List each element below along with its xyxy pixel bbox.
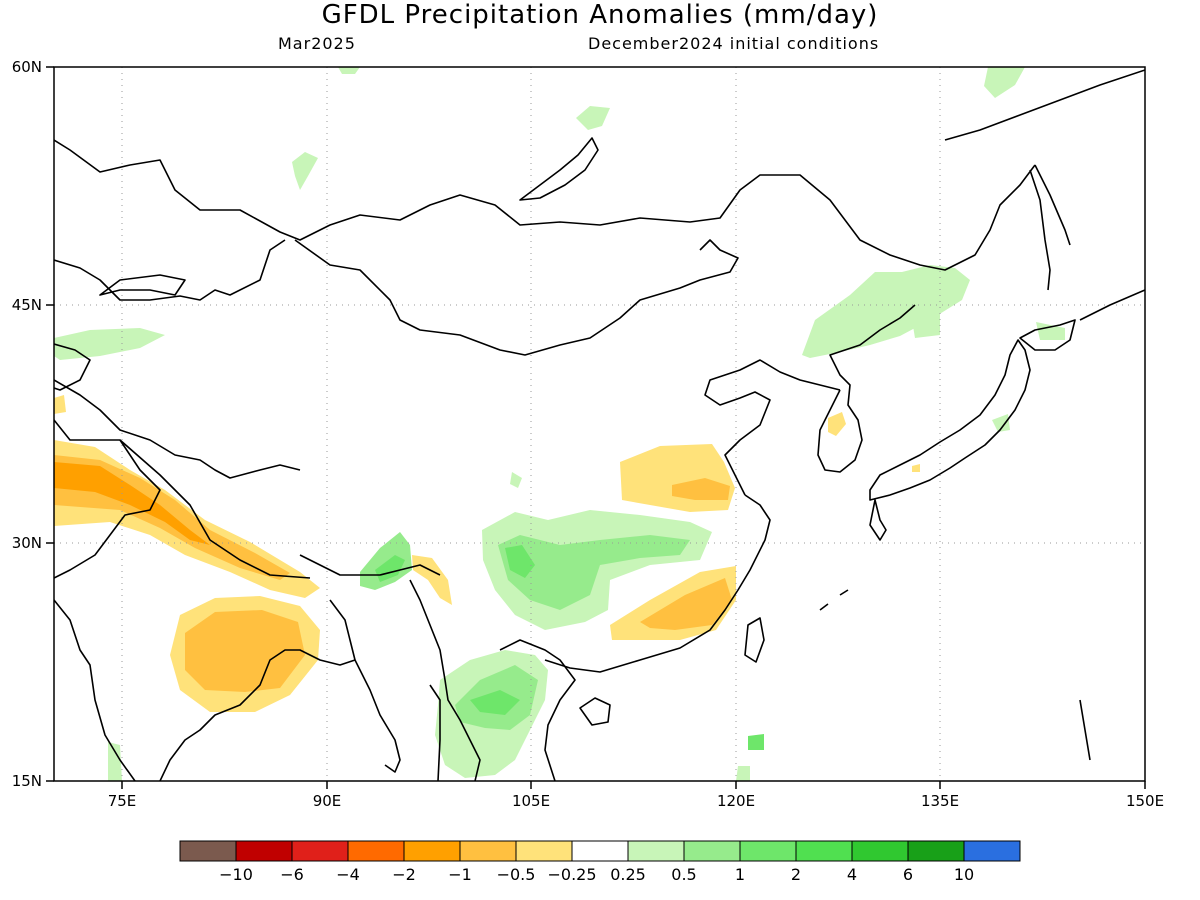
colorbar-label: −4 [336,865,360,884]
coastlines-borders [54,69,1145,781]
lon-label-105e: 105E [512,792,550,810]
colorbar-label: 10 [954,865,974,884]
axis-ticks [46,66,1146,789]
colorbar-label: 0.5 [671,865,696,884]
colorbar-swatch [851,840,909,862]
colorbar-swatch [459,840,517,862]
colorbar-label: −2 [392,865,416,884]
map-frame [53,66,1146,782]
lat-label-15n: 15N [12,772,42,790]
colorbar-label: −10 [219,865,253,884]
colorbar-swatch [795,840,853,862]
colorbar-swatch [907,840,965,862]
lon-label-90e: 90E [313,792,342,810]
colorbar-label: −6 [280,865,304,884]
colorbar-swatch [403,840,461,862]
colorbar-label: 0.25 [610,865,646,884]
colorbar-swatch [963,840,1021,862]
map-title: GFDL Precipitation Anomalies (mm/day) [321,0,879,30]
colorbar-swatch [627,840,685,862]
forecast-month: Mar2025 [278,34,356,53]
lat-label-45n: 45N [12,296,42,314]
colorbar-swatch [291,840,349,862]
lon-label-75e: 75E [108,792,137,810]
colorbar-label: −0.25 [547,865,596,884]
colorbar-label: 1 [735,865,745,884]
lat-label-30n: 30N [12,534,42,552]
lat-label-60n: 60N [12,58,42,76]
initial-conditions-label: December2024 initial conditions [588,34,880,53]
colorbar-label: 2 [791,865,801,884]
anomaly-shading [54,67,1065,781]
colorbar: −10 −6 −4 −2 −1 −0.5 −0.25 0.25 0.5 1 2 4 6 10 [179,840,1021,884]
colorbar-swatch [347,840,405,862]
colorbar-label: −1 [448,865,472,884]
colorbar-swatch [179,840,237,862]
colorbar-swatch [235,840,293,862]
colorbar-swatch [683,840,741,862]
lon-label-150e: 150E [1126,792,1164,810]
colorbar-swatch [515,840,573,862]
lon-label-135e: 135E [921,792,959,810]
colorbar-label: 4 [847,865,857,884]
lon-label-120e: 120E [717,792,755,810]
colorbar-label: 6 [903,865,913,884]
colorbar-swatch [739,840,797,862]
colorbar-label: −0.5 [497,865,536,884]
colorbar-swatch [571,840,629,862]
